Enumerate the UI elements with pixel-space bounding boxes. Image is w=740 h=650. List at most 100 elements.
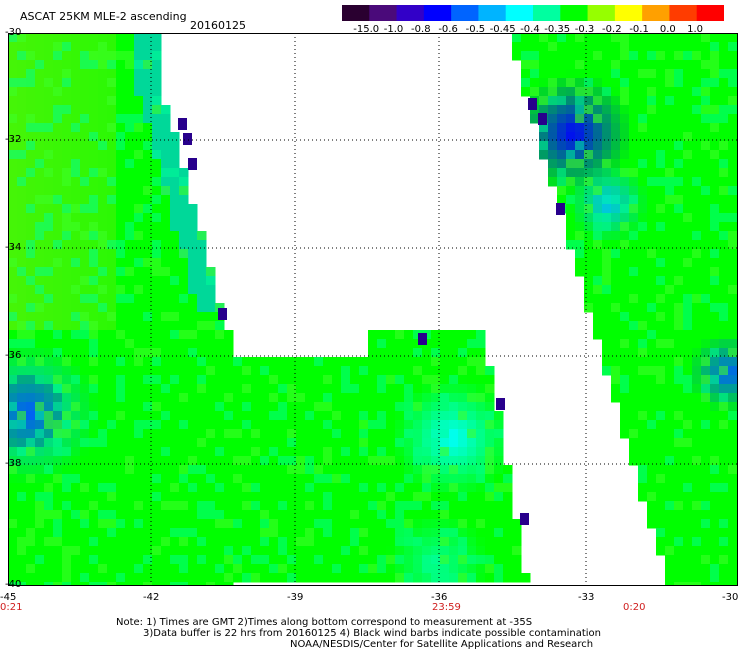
swath-cell [143,186,153,196]
swath-cell [341,474,351,484]
swath-cell [44,114,54,124]
swath-cell [494,465,504,475]
swath-cell [170,177,180,187]
swath-cell [458,546,468,556]
swath-cell [674,231,684,241]
swath-cell [161,429,171,439]
swath-cell [17,348,27,358]
swath-cell [719,195,729,205]
swath-cell [143,375,153,385]
swath-cell [674,357,684,367]
swath-cell [278,357,288,367]
swath-cell [143,402,153,412]
swath-cell [710,159,720,169]
swath-cell [161,276,171,286]
swath-cell [170,429,180,439]
swath-cell [467,330,477,340]
swath-cell [89,555,99,565]
swath-cell [179,537,189,547]
swath-cell [638,384,648,394]
swath-cell [80,537,90,547]
swath-cell [674,150,684,160]
swath-cell [665,186,675,196]
swath-cell [179,411,189,421]
swath-cell [692,330,702,340]
swath-cell [602,177,612,187]
swath-cell [179,204,189,214]
swath-cell [305,402,315,412]
swath-cell [269,411,279,421]
swath-cell [134,177,144,187]
swath-cell [116,294,126,304]
swath-cell [629,411,639,421]
swath-cell [395,447,405,457]
swath-cell [134,483,144,493]
swath-cell [116,33,126,43]
swath-cell [701,384,711,394]
swath-cell [575,132,585,142]
swath-cell [89,312,99,322]
swath-cell [476,393,486,403]
swath-cell [575,231,585,241]
swath-cell [161,402,171,412]
swath-cell [683,159,693,169]
swath-cell [26,348,36,358]
swath-cell [647,438,657,448]
swath-cell [440,366,450,376]
swath-cell [287,564,297,574]
swath-cell [431,456,441,466]
swath-cell [494,429,504,439]
swath-cell [296,420,306,430]
swath-cell [305,411,315,421]
swath-cell [719,357,729,367]
swath-cell [134,429,144,439]
swath-cell [152,501,162,511]
swath-cell [179,330,189,340]
swath-cell [143,123,153,133]
swath-cell [242,375,252,385]
swath-cell [260,375,270,385]
swath-cell [665,258,675,268]
swath-cell [647,411,657,421]
swath-cell [44,510,54,520]
swath-cell [449,438,459,448]
swath-cell [170,330,180,340]
swath-cell [719,114,729,124]
swath-cell [89,483,99,493]
swath-cell [728,564,738,574]
swath-cell [53,330,63,340]
swath-cell [683,195,693,205]
swath-cell [647,213,657,223]
swath-cell [467,420,477,430]
swath-cell [125,393,135,403]
swath-cell [458,330,468,340]
swath-cell [485,564,495,574]
swath-cell [557,87,567,97]
swath-cell [467,375,477,385]
swath-cell [71,393,81,403]
swath-cell [359,420,369,430]
swath-cell [467,564,477,574]
swath-cell [413,402,423,412]
swath-cell [710,60,720,70]
swath-cell [575,105,585,115]
swath-cell [449,537,459,547]
swath-cell [413,546,423,556]
swath-cell [62,231,72,241]
swath-cell [107,510,117,520]
swath-cell [134,204,144,214]
swath-cell [197,366,207,376]
swath-cell [71,231,81,241]
swath-cell [584,177,594,187]
swath-cell [134,384,144,394]
swath-cell [17,483,27,493]
swath-cell [413,438,423,448]
swath-cell [332,528,342,538]
swath-cell [620,420,630,430]
swath-cell [620,87,630,97]
swath-cell [179,447,189,457]
swath-cell [269,465,279,475]
swath-cell [44,51,54,61]
swath-cell [98,375,108,385]
swath-cell [665,87,675,97]
